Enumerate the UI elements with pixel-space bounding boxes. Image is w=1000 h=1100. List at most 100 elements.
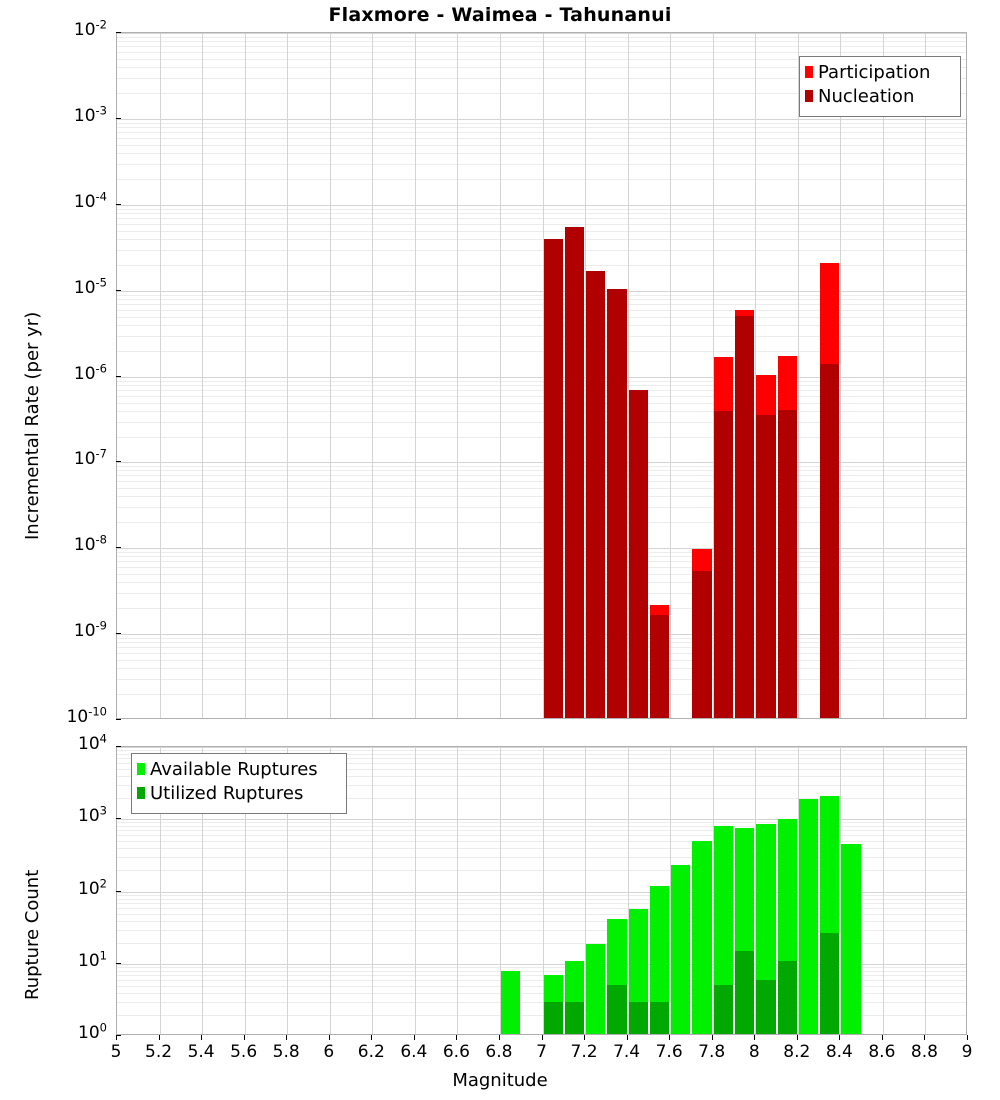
gridline-minor [117,470,966,471]
top-y-tick-label: 10-6 [73,360,107,384]
gridline-minor [117,642,966,643]
utilized-ruptures-bar-segment [820,932,840,1034]
vgridline [585,33,586,718]
gridline-minor [117,127,966,128]
vgridline [713,747,714,1034]
rupture-bar [628,747,648,1034]
gridline-minor [117,304,966,305]
gridline-minor [117,826,966,827]
x-tick-label: 7.8 [698,1042,726,1062]
vgridline [798,33,799,718]
gridline-minor [117,754,966,755]
top-y-tick-mark [116,290,121,291]
gridline-minor [117,396,966,397]
gridline-minor [117,385,966,386]
vgridline [160,747,161,1034]
gridline-minor [117,870,966,871]
x-tick-label: 6.8 [485,1042,513,1062]
utilized-ruptures-bar-segment [564,1001,585,1034]
gridline-minor [117,822,966,823]
nucleation-bar-segment [756,414,776,718]
gridline-minor [117,325,966,326]
x-tick-label: 8.6 [868,1042,896,1062]
rate-bar [820,33,840,718]
vgridline [202,747,203,1034]
gridline-minor [117,437,966,438]
x-tick-label: 6.4 [400,1042,428,1062]
x-tick-label: 6.2 [357,1042,385,1062]
rupture-bar [586,747,606,1034]
available-ruptures-bar-segment [586,943,606,1034]
gridline-minor [117,132,966,133]
vgridline [457,33,458,718]
nucleation-bar-segment [820,363,840,718]
vgridline [883,33,884,718]
gridline-minor [117,750,966,751]
gridline-minor [117,930,966,931]
vgridline [372,747,373,1034]
gridline-minor [117,921,966,922]
gridline-minor [117,59,966,60]
utilized-ruptures-bar-segment [756,979,776,1034]
bottom-y-tick-mark [116,891,121,892]
top-legend-row: Participation [805,60,954,84]
utilized-ruptures-bar-segment [607,985,627,1034]
rate-bar [713,33,733,718]
rate-bar [586,33,606,718]
top-y-tick-mark [116,118,121,119]
available-ruptures-bar-segment [841,843,861,1034]
gridline-minor [117,763,966,764]
vgridline [755,747,756,1034]
gridline-minor [117,758,966,759]
gridline-minor [117,507,966,508]
x-tick-mark [584,1035,585,1040]
top-y-tick-label: 10-9 [73,618,107,642]
gridline-minor [117,574,966,575]
exponent: 2 [99,875,107,890]
vgridline [543,747,544,1034]
gridline-minor [117,668,966,669]
gridline-minor [117,231,966,232]
gridline-minor [117,475,966,476]
bottom-legend-row: Available Ruptures [137,757,340,781]
gridline [117,119,966,120]
top-legend-swatch-participation [805,66,813,78]
exponent: 0 [99,1020,107,1035]
bottom-y-tick-mark [116,963,121,964]
available-ruptures-bar-segment [649,885,670,1034]
gridline-minor [117,1002,966,1003]
x-tick-mark [414,1035,415,1040]
gridline-minor [117,351,966,352]
rupture-bar [649,747,670,1034]
x-tick-mark [286,1035,287,1040]
bottom-y-tick-label: 102 [78,875,107,899]
vgridline [500,747,501,1034]
gridline-minor [117,552,966,553]
gridline-minor [117,466,966,467]
exponent: 4 [99,731,107,746]
x-tick-mark [712,1035,713,1040]
utilized-ruptures-bar-segment [713,985,733,1034]
exponent: -3 [95,103,107,118]
gridline-minor [117,390,966,391]
gridline-minor [117,422,966,423]
vgridline [457,747,458,1034]
exponent: -5 [95,274,107,289]
nucleation-bar-segment [586,270,606,718]
gridline [117,964,966,965]
x-tick-mark [754,1035,755,1040]
nucleation-bar-segment [692,570,712,718]
gridline-minor [117,46,966,47]
gridline-minor [117,848,966,849]
vgridline [925,33,926,718]
vgridline [883,747,884,1034]
vgridline [585,747,586,1034]
vgridline [670,33,671,718]
bottom-legend-label: Utilized Ruptures [150,782,304,804]
gridline-minor [117,310,966,311]
x-tick-mark [159,1035,160,1040]
nucleation-bar-segment [607,288,627,718]
gridline-minor [117,78,966,79]
gridline [117,634,966,635]
exponent: -7 [95,446,107,461]
